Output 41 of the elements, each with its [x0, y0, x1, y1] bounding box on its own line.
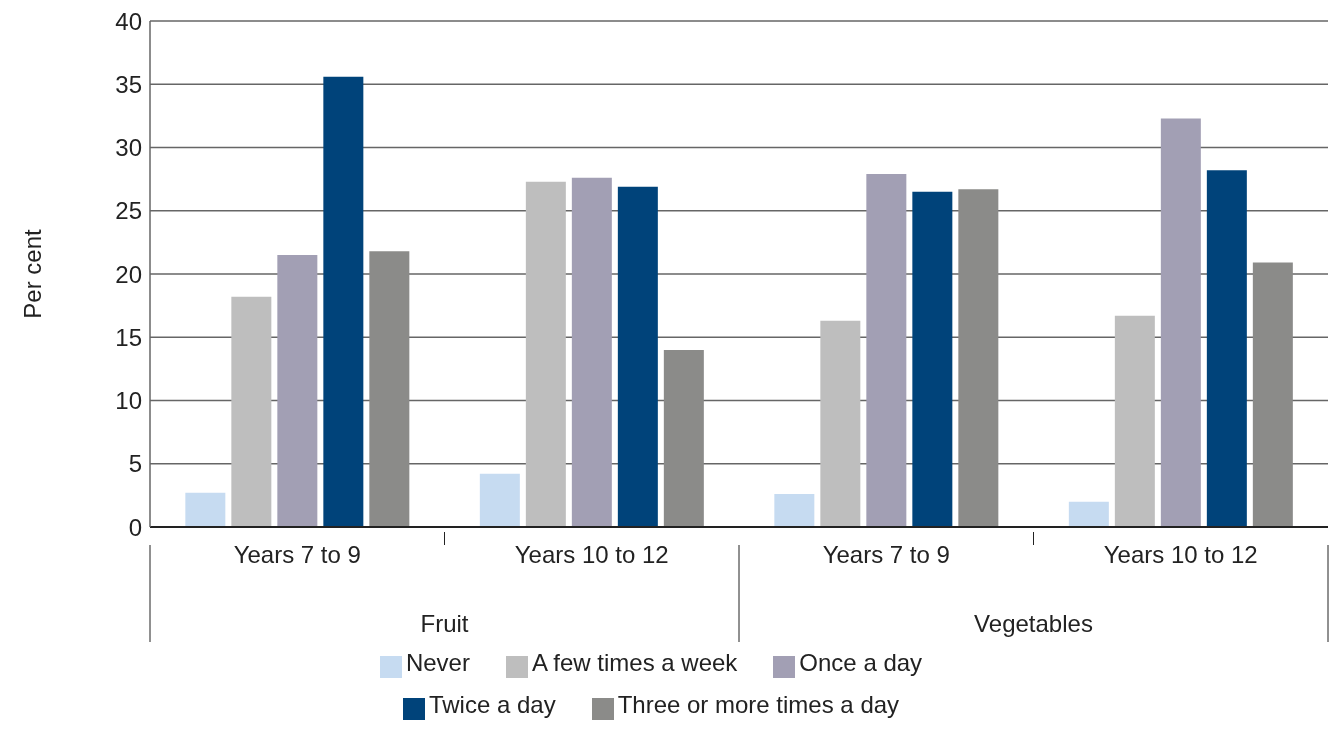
y-axis-title: Per cent: [18, 228, 46, 319]
bar: [617, 186, 658, 527]
bar: [479, 473, 520, 527]
bar: [571, 177, 612, 527]
y-tick-label: 40: [115, 7, 142, 35]
bar: [958, 189, 999, 527]
bar: [1068, 501, 1109, 527]
x-tick-label: Years 7 to 9: [822, 541, 950, 568]
y-tick-label: 5: [128, 450, 142, 478]
legend-label: Once a day: [799, 649, 923, 676]
y-tick-label: 20: [115, 260, 142, 288]
text: Fruit: [420, 610, 469, 637]
bar: [369, 251, 410, 527]
y-tick-label: 35: [115, 70, 142, 98]
bar: [323, 76, 364, 527]
legend-label: Twice a day: [428, 691, 556, 718]
y-tick-label: 0: [128, 513, 142, 541]
bar: [663, 349, 704, 527]
bar: [1114, 315, 1155, 527]
legend-label: Three or more times a day: [617, 691, 900, 718]
y-tick-label: 15: [115, 323, 142, 351]
bar: [774, 494, 815, 527]
bar: [820, 320, 861, 527]
bar: [1252, 262, 1293, 527]
bar: [1206, 170, 1247, 527]
y-tick-label: 10: [115, 387, 142, 415]
bar: [1160, 118, 1201, 527]
x-tick-label: Years 7 to 9: [233, 541, 361, 568]
bar: [231, 296, 272, 527]
bar: [525, 181, 566, 527]
legend-label: Never: [405, 649, 470, 676]
y-tick-label: 25: [115, 197, 142, 225]
x-tick-label: Years 10 to 12: [514, 541, 669, 568]
bar: [185, 492, 226, 527]
bar: [912, 191, 953, 527]
text: Vegetables: [974, 610, 1093, 637]
bar: [866, 174, 907, 527]
legend-label: A few times a week: [531, 649, 738, 676]
bar: [277, 255, 318, 527]
y-tick-label: 30: [115, 134, 142, 162]
x-tick-label: Years 10 to 12: [1103, 541, 1258, 568]
